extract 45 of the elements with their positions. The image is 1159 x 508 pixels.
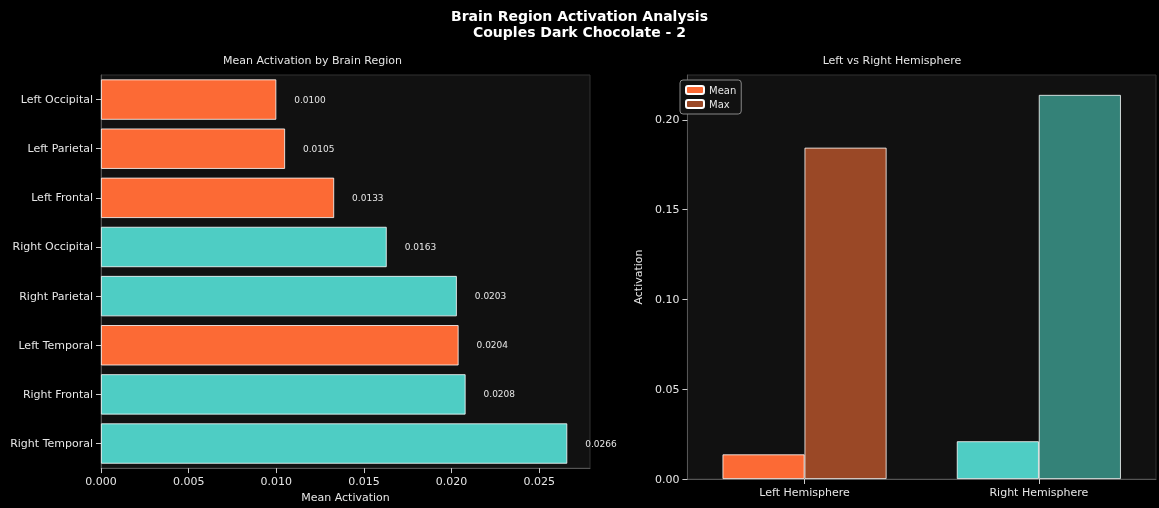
bar [101,325,459,366]
bar [101,177,335,218]
y-tick-label: 0.10 [654,292,680,306]
y-axis-title: Activation [632,249,645,305]
y-tick-label: Left Temporal [18,338,93,352]
x-tick-label: Right Hemisphere [989,486,1089,499]
legend-label: Max [709,98,730,110]
legend-label: Mean [709,84,737,96]
x-axis-title: Mean Activation [301,491,390,504]
chart-subtitle: Couples Dark Chocolate - 2 [471,24,688,40]
data-label: 0.0208 [483,389,516,400]
bar [101,275,457,317]
chart-title: Left vs Right Hemisphere [822,54,962,67]
bar [101,79,277,120]
x-tick-label: Left Hemisphere [759,486,851,499]
y-tick-label: 0.00 [654,472,680,486]
data-label: 0.0133 [352,192,384,203]
y-tick-label: 0.20 [654,113,680,127]
y-tick-label: Right Occipital [12,240,93,254]
chart-title: Brain Region Activation Analysis [450,8,709,24]
y-tick-label: 0.05 [654,382,680,396]
bar [101,374,466,415]
x-tick-label: 0.020 [435,475,468,489]
y-tick-label: Right Parietal [19,289,93,303]
data-label: 0.0163 [404,241,437,252]
y-tick-label: Left Frontal [31,191,93,205]
y-tick-label: Right Temporal [10,437,93,451]
x-tick-label: 0.005 [172,475,205,489]
data-label: 0.0203 [474,291,507,302]
y-tick-label: Right Frontal [22,387,93,401]
y-tick-label: 0.15 [654,203,680,217]
data-label: 0.0266 [585,438,617,449]
x-tick-label: 0.025 [523,475,555,489]
data-label: 0.0100 [294,94,327,105]
bar [101,128,286,169]
bar [101,423,568,464]
text: Mean Activation by Brain Region [222,54,403,67]
data-label: 0.0105 [303,143,335,154]
x-tick-label: 0.015 [348,475,380,489]
x-tick-label: 0.010 [260,475,293,489]
data-label: 0.0204 [476,340,509,351]
y-tick-label: Left Parietal [27,142,93,156]
bar [101,226,387,268]
y-tick-label: Left Occipital [20,93,93,107]
x-tick-label: 0.000 [85,475,117,489]
